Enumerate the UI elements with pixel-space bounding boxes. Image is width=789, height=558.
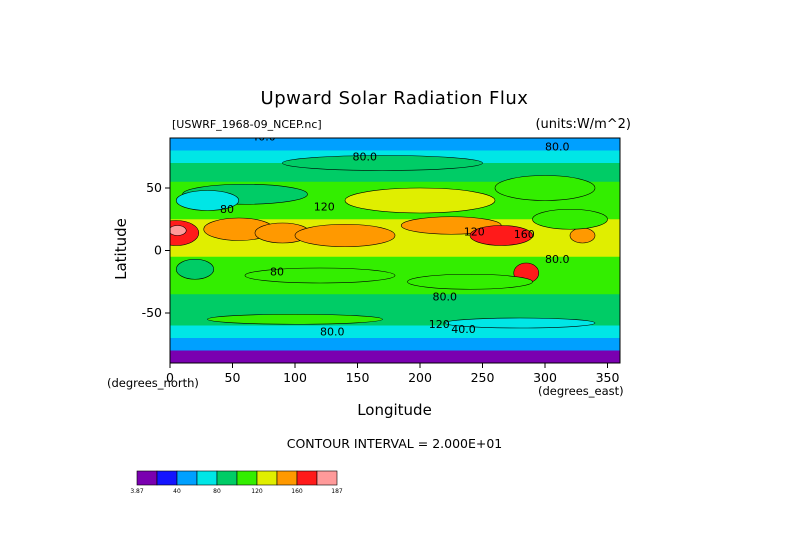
x-axis-label: Longitude xyxy=(357,401,432,419)
colorbar-label: 40 xyxy=(173,488,181,495)
contour-interval-note: CONTOUR INTERVAL = 2.000E+01 xyxy=(286,436,503,451)
contour-label: 80.0 xyxy=(545,141,570,154)
colorbar-swatch xyxy=(196,470,218,486)
x-tick-label: 350 xyxy=(596,370,620,385)
y-tick-label: 50 xyxy=(146,180,162,195)
contour-label: 80.0 xyxy=(353,151,378,164)
x-ticks: 0 50 100 150 200 250 300 350 xyxy=(166,363,619,385)
x-tick-label: 50 xyxy=(225,370,241,385)
heatmap-feature xyxy=(469,225,533,246)
colorbar-swatch xyxy=(136,470,158,486)
chart-title: Upward Solar Radiation Flux xyxy=(260,88,529,109)
heatmap-band xyxy=(170,325,620,339)
heatmap-feature xyxy=(444,317,596,329)
contour-label: 40.0 xyxy=(251,131,276,144)
y-axis-unit: (degrees_north) xyxy=(107,376,199,390)
heatmap-feature xyxy=(170,225,187,236)
x-tick-label: 250 xyxy=(471,370,495,385)
colorbar: 3.87 40 80 120 160 187 xyxy=(130,470,343,495)
heatmap-band xyxy=(170,338,620,351)
heatmap-band xyxy=(170,350,620,363)
x-axis-unit: (degrees_east) xyxy=(538,384,624,398)
colorbar-label: 187 xyxy=(331,488,343,495)
colorbar-swatch xyxy=(216,470,238,486)
colorbar-label: 120 xyxy=(251,488,263,495)
contour-label: 80 xyxy=(270,266,284,279)
heatmap-band xyxy=(170,294,620,314)
heatmap-blobs xyxy=(170,155,608,329)
colorbar-swatch xyxy=(176,470,198,486)
contour-labels: 40.0 80.0 80.0 80 120 120 160 80 80.0 120 80.0 40.0… xyxy=(220,131,570,339)
x-tick-label: 100 xyxy=(283,370,307,385)
heatmap-feature xyxy=(407,273,533,290)
y-tick-label: 0 xyxy=(154,243,162,258)
contour-label: 80.0 xyxy=(545,253,570,266)
colorbar-label: 3.87 xyxy=(130,488,144,495)
colorbar-swatch xyxy=(256,470,278,486)
heatmap-bands xyxy=(170,138,620,363)
contour-label: 80 xyxy=(220,203,234,216)
heatmap-feature xyxy=(344,187,496,214)
colorbar-swatch xyxy=(276,470,298,486)
colorbar-swatch xyxy=(156,470,178,486)
heatmap-feature xyxy=(175,258,215,280)
colorbar-label: 80 xyxy=(213,488,221,495)
file-label: [USWRF_1968-09_NCEP.nc] xyxy=(172,118,322,131)
colorbar-swatch xyxy=(316,470,338,486)
heatmap-feature xyxy=(282,155,483,171)
y-tick-label: -50 xyxy=(142,305,162,320)
heatmap-band xyxy=(170,275,620,295)
contour-label: 80.0 xyxy=(433,291,458,304)
x-tick-label: 300 xyxy=(533,370,557,385)
contour-label: 120 xyxy=(314,201,335,214)
contour-label: 40.0 xyxy=(451,323,476,336)
heatmap-band xyxy=(170,138,620,151)
heatmap-feature xyxy=(569,227,596,244)
x-tick-label: 200 xyxy=(408,370,432,385)
heatmap-band xyxy=(170,163,620,183)
units-label: (units:W/m^2) xyxy=(535,117,631,132)
contour-label: 120 xyxy=(429,318,450,331)
colorbar-label: 160 xyxy=(291,488,303,495)
colorbar-swatch xyxy=(296,470,318,486)
colorbar-swatch xyxy=(236,470,258,486)
heatmap-feature xyxy=(175,190,240,211)
x-tick-label: 0 xyxy=(166,370,174,385)
y-ticks: 50 0 -50 xyxy=(142,180,170,320)
contour-label: 160 xyxy=(514,228,535,241)
heatmap-feature xyxy=(244,267,396,284)
contour-label: 120 xyxy=(464,226,485,239)
contour-label: 80.0 xyxy=(320,326,345,339)
x-tick-label: 150 xyxy=(346,370,370,385)
heatmap-feature xyxy=(207,313,383,325)
heatmap-feature xyxy=(532,208,608,230)
heatmap-feature xyxy=(294,223,396,248)
heatmap-feature xyxy=(494,175,596,201)
